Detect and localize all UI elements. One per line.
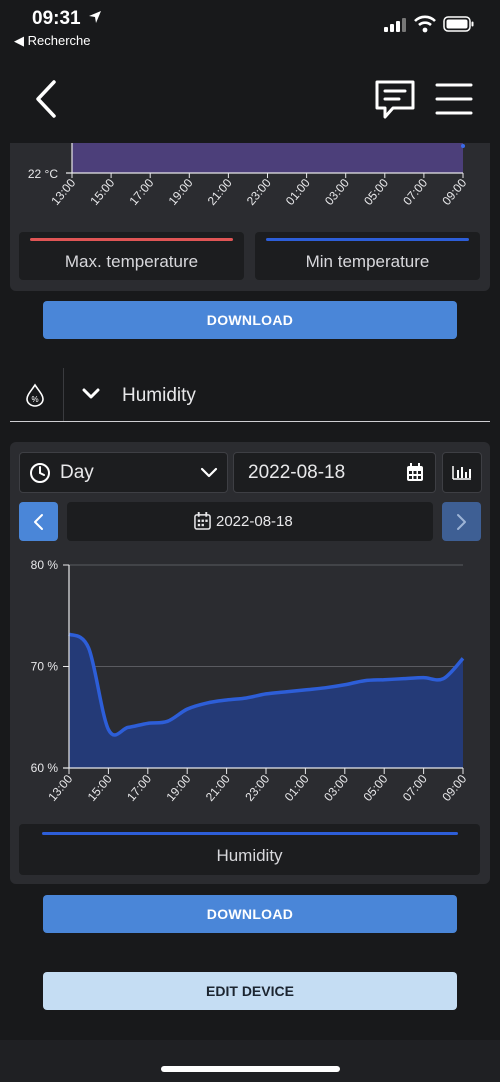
temp-y-tick: 22 °C bbox=[28, 167, 58, 181]
chart-type-button[interactable] bbox=[442, 452, 482, 493]
y-tick-label: 80 % bbox=[31, 558, 59, 572]
y-tick-label: 60 % bbox=[31, 761, 59, 775]
x-tick-label: 01:00 bbox=[282, 772, 312, 804]
header-divider bbox=[63, 368, 64, 422]
temp-x-tick-label: 15:00 bbox=[87, 176, 117, 208]
legend-min-temperature[interactable]: Min temperature bbox=[255, 232, 480, 280]
humidity-title: Humidity bbox=[122, 385, 196, 406]
bottom-bar bbox=[0, 1040, 500, 1082]
x-tick-label: 03:00 bbox=[321, 772, 351, 804]
back-to-app-link[interactable]: ◀ Recherche bbox=[14, 33, 91, 48]
x-tick-label: 21:00 bbox=[203, 772, 233, 804]
bar-chart-icon bbox=[452, 466, 471, 480]
status-time: 09:31 bbox=[32, 8, 81, 29]
location-arrow-icon bbox=[89, 11, 101, 23]
temp-x-tick-label: 03:00 bbox=[322, 176, 352, 208]
x-tick-label: 19:00 bbox=[163, 772, 193, 804]
temp-x-axis: 13:00 15:00 17:00 19:00 21:00 23:00 01:00 03:00… bbox=[48, 173, 470, 208]
legend-min-line bbox=[266, 238, 469, 241]
chevron-right-icon bbox=[457, 514, 466, 530]
legend-humidity[interactable]: Humidity bbox=[19, 824, 480, 875]
header-underline bbox=[10, 421, 490, 422]
chat-icon[interactable] bbox=[373, 78, 417, 122]
chevron-down-icon[interactable] bbox=[82, 388, 100, 400]
x-tick-label: 17:00 bbox=[124, 772, 154, 804]
home-indicator[interactable] bbox=[161, 1066, 340, 1072]
temperature-chart: 22 °C 13:00 15:00 17:00 19:00 21:00 23:00 01:0… bbox=[28, 143, 470, 208]
temperature-download-button[interactable]: DOWNLOAD bbox=[43, 301, 457, 339]
temp-x-tick-label: 19:00 bbox=[166, 176, 196, 208]
edit-device-button[interactable]: EDIT DEVICE bbox=[43, 972, 457, 1010]
humidity-area bbox=[69, 634, 463, 768]
legend-humidity-label: Humidity bbox=[216, 846, 283, 865]
period-value: Day bbox=[60, 462, 94, 483]
date-value: 2022-08-18 bbox=[248, 462, 346, 483]
status-bar: 09:31 ◀ Recherche bbox=[0, 0, 500, 52]
temperature-chart-card: 22 °C 13:00 15:00 17:00 19:00 21:00 23:00 01:0… bbox=[10, 143, 490, 291]
x-tick-label: 15:00 bbox=[85, 772, 115, 804]
humidity-line bbox=[67, 632, 465, 737]
calendar-small-icon bbox=[194, 512, 211, 530]
legend-min-label: Min temperature bbox=[305, 252, 430, 271]
svg-text:%: % bbox=[31, 395, 38, 404]
legend-max-temperature[interactable]: Max. temperature bbox=[19, 232, 244, 280]
nav-date-text: 2022-08-18 bbox=[216, 513, 293, 530]
hamburger-menu-icon[interactable] bbox=[434, 82, 474, 116]
temperature-range-area bbox=[72, 143, 463, 173]
battery-icon bbox=[443, 16, 474, 32]
humidity-chart-card: Day 2022-08-18 bbox=[10, 442, 490, 884]
humidity-section-header[interactable]: % Humidity bbox=[0, 368, 500, 422]
y-tick-label: 70 % bbox=[31, 660, 59, 674]
temp-x-tick-label: 23:00 bbox=[244, 176, 274, 208]
previous-day-button[interactable] bbox=[19, 502, 58, 541]
legend-max-label: Max. temperature bbox=[64, 252, 199, 271]
humidity-chart: 60 % 70 % 80 % 13:00 15:00 17:00 19:00 21:00 23… bbox=[31, 558, 470, 804]
humidity-drop-icon: % bbox=[26, 383, 44, 407]
clock-icon bbox=[30, 463, 50, 483]
x-tick-label: 09:00 bbox=[439, 772, 469, 804]
temp-x-tick-label: 01:00 bbox=[283, 176, 313, 208]
back-chevron-icon[interactable] bbox=[30, 78, 70, 120]
chevron-left-icon bbox=[34, 514, 43, 530]
cellular-signal-icon bbox=[384, 18, 406, 32]
temp-x-tick-label: 21:00 bbox=[205, 176, 235, 208]
temp-x-tick-label: 17:00 bbox=[126, 176, 156, 208]
temp-x-tick-label: 09:00 bbox=[439, 176, 469, 208]
x-tick-label: 05:00 bbox=[360, 772, 390, 804]
temp-x-tick-label: 07:00 bbox=[400, 176, 430, 208]
wifi-icon bbox=[414, 15, 436, 33]
temperature-point bbox=[461, 144, 465, 148]
humidity-download-button[interactable]: DOWNLOAD bbox=[43, 895, 457, 933]
temp-x-tick-label: 05:00 bbox=[361, 176, 391, 208]
legend-humidity-line bbox=[42, 832, 458, 835]
date-input[interactable]: 2022-08-18 bbox=[233, 452, 436, 493]
x-tick-label: 13:00 bbox=[45, 772, 75, 804]
period-select[interactable]: Day bbox=[19, 452, 228, 493]
calendar-icon[interactable] bbox=[406, 463, 424, 482]
select-chevron-down-icon bbox=[200, 467, 218, 478]
legend-max-line bbox=[30, 238, 233, 241]
x-tick-label: 07:00 bbox=[400, 772, 430, 804]
x-tick-label: 23:00 bbox=[242, 772, 272, 804]
next-day-button[interactable] bbox=[442, 502, 481, 541]
current-date-display: 2022-08-18 bbox=[67, 502, 433, 541]
